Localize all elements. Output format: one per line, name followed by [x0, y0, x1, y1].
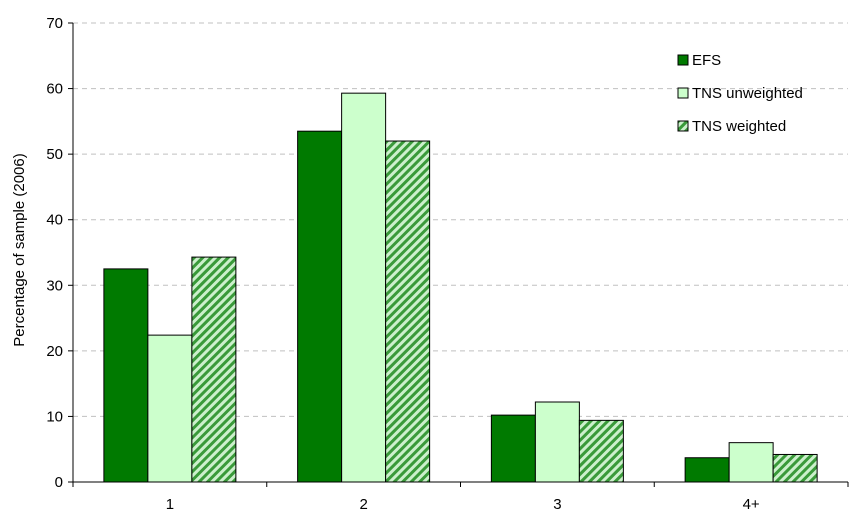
y-axis-title: Percentage of sample (2006): [11, 153, 28, 346]
legend: EFS TNS unweighted TNS weighted: [677, 52, 803, 135]
y-tick-label: 50: [46, 146, 63, 163]
x-tick-label: 2: [359, 496, 367, 513]
axes: 0 10 20 30 40 50 60 70 1 2 3 4+: [46, 15, 849, 513]
y-tick-label: 0: [55, 474, 63, 491]
legend-label: TNS unweighted: [692, 85, 803, 102]
legend-swatch: [677, 54, 689, 66]
y-tick-label: 40: [46, 212, 63, 229]
legend-swatch: [677, 120, 689, 132]
bar-tns-unweighted-1: [147, 334, 193, 483]
bar-tns-weighted-2: [385, 140, 431, 483]
bars: [103, 92, 818, 483]
x-tick-label: 4+: [743, 496, 760, 513]
bar-efs-3: [490, 414, 536, 483]
legend-label: EFS: [692, 52, 721, 69]
y-tick-label: 70: [46, 15, 63, 32]
bar-efs-1: [103, 268, 149, 483]
legend-label: TNS weighted: [692, 118, 786, 135]
y-tick-label: 10: [46, 408, 63, 425]
y-tick-label: 30: [46, 277, 63, 294]
legend-swatch: [677, 87, 689, 99]
x-tick-label: 1: [166, 496, 174, 513]
bar-tns-unweighted-2: [341, 92, 387, 483]
bar-tns-weighted-4plus: [772, 453, 818, 483]
y-tick-label: 60: [46, 81, 63, 98]
bar-tns-weighted-1: [191, 256, 237, 483]
bar-efs-2: [297, 130, 343, 483]
bar-tns-unweighted-3: [534, 401, 580, 483]
bar-tns-unweighted-4plus: [728, 442, 774, 483]
y-tick-label: 20: [46, 343, 63, 360]
x-tick-label: 3: [553, 496, 561, 513]
bar-efs-4plus: [684, 457, 730, 483]
bar-tns-weighted-3: [578, 419, 624, 483]
